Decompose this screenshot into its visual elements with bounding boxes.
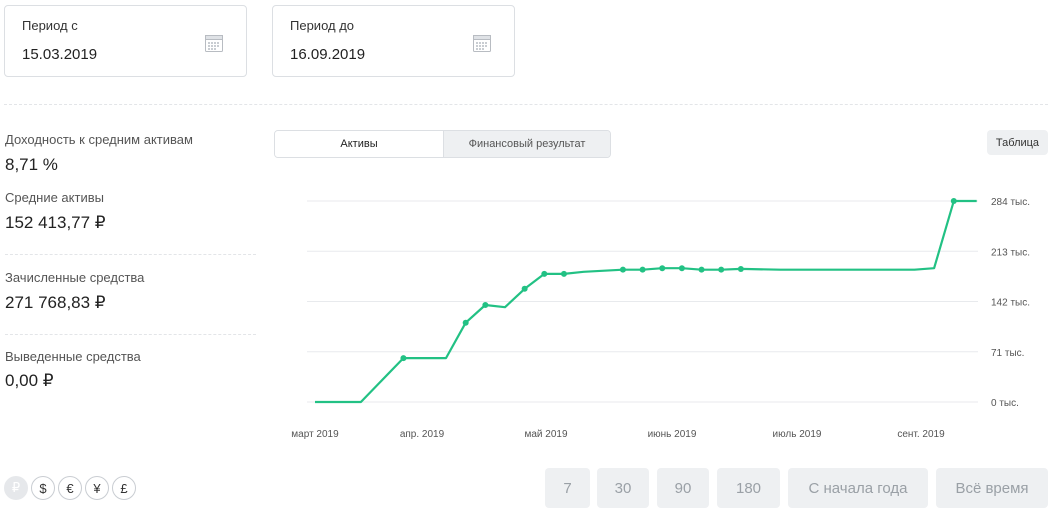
data-point xyxy=(737,265,744,272)
data-point xyxy=(950,198,957,204)
data-point xyxy=(718,266,725,273)
data-point xyxy=(400,355,407,362)
currency-cny-button[interactable]: ¥ xyxy=(85,476,109,500)
calendar-icon[interactable] xyxy=(204,33,224,53)
calendar-icon[interactable] xyxy=(472,33,492,53)
data-point xyxy=(678,265,685,272)
tab-assets[interactable]: Активы xyxy=(275,131,444,157)
withdrawn-funds-value: 0,00 ₽ xyxy=(5,371,54,390)
table-view-button[interactable]: Таблица xyxy=(987,130,1048,155)
assets-line-chart: 0 тыс. 71 тыс. 142 тыс. 213 тыс. 284 тыс. мар… xyxy=(291,197,1030,440)
stats-divider xyxy=(5,254,256,255)
data-point xyxy=(659,265,666,272)
range-ytd-button[interactable]: С начала года xyxy=(788,468,928,508)
x-tick-label: май 2019 xyxy=(524,429,567,440)
deposited-funds-value: 271 768,83 ₽ xyxy=(5,293,106,312)
withdrawn-funds-label: Выведенные средства xyxy=(5,349,141,364)
data-point xyxy=(698,266,705,273)
range-all-time-button[interactable]: Всё время xyxy=(936,468,1048,508)
return-on-assets-label: Доходность к средним активам xyxy=(5,132,193,147)
data-point xyxy=(462,319,469,326)
y-tick-label: 71 тыс. xyxy=(991,348,1024,359)
deposited-funds-label: Зачисленные средства xyxy=(5,270,145,285)
period-to-label: Период до xyxy=(290,18,355,33)
return-on-assets-value: 8,71 % xyxy=(5,155,58,174)
data-point xyxy=(639,266,646,273)
range-30-days-button[interactable]: 30 xyxy=(597,468,649,508)
data-point xyxy=(541,270,548,277)
y-tick-label: 213 тыс. xyxy=(991,247,1030,258)
x-tick-label: апр. 2019 xyxy=(400,429,445,440)
data-point xyxy=(560,270,567,277)
stats-divider xyxy=(5,334,256,335)
period-to-value[interactable]: 16.09.2019 xyxy=(290,46,366,63)
y-tick-label: 284 тыс. xyxy=(991,197,1030,208)
x-tick-label: июнь 2019 xyxy=(648,429,697,440)
y-tick-label: 142 тыс. xyxy=(991,298,1030,309)
x-tick-label: июль 2019 xyxy=(773,429,822,440)
currency-usd-button[interactable]: $ xyxy=(31,476,55,500)
data-point xyxy=(619,266,626,273)
currency-rub-button[interactable]: ₽ xyxy=(4,476,28,500)
x-tick-label: сент. 2019 xyxy=(897,429,945,440)
range-180-days-button[interactable]: 180 xyxy=(717,468,780,508)
period-from-label: Период с xyxy=(22,18,78,33)
tab-financial-result[interactable]: Финансовый результат xyxy=(444,131,610,157)
header-divider xyxy=(4,104,1048,105)
chart-mode-tabs: Активы Финансовый результат xyxy=(274,130,611,158)
data-point xyxy=(482,302,489,309)
currency-gbp-button[interactable]: £ xyxy=(112,476,136,500)
currency-eur-button[interactable]: € xyxy=(58,476,82,500)
period-to-field[interactable]: Период до 16.09.2019 xyxy=(272,5,515,77)
range-7-days-button[interactable]: 7 xyxy=(545,468,590,508)
y-tick-label: 0 тыс. xyxy=(991,398,1019,409)
average-assets-label: Средние активы xyxy=(5,190,104,205)
average-assets-value: 152 413,77 ₽ xyxy=(5,213,106,232)
data-point xyxy=(521,285,528,292)
period-from-field[interactable]: Период с 15.03.2019 xyxy=(4,5,247,77)
x-tick-label: март 2019 xyxy=(291,429,339,440)
range-90-days-button[interactable]: 90 xyxy=(657,468,709,508)
period-from-value[interactable]: 15.03.2019 xyxy=(22,46,98,63)
